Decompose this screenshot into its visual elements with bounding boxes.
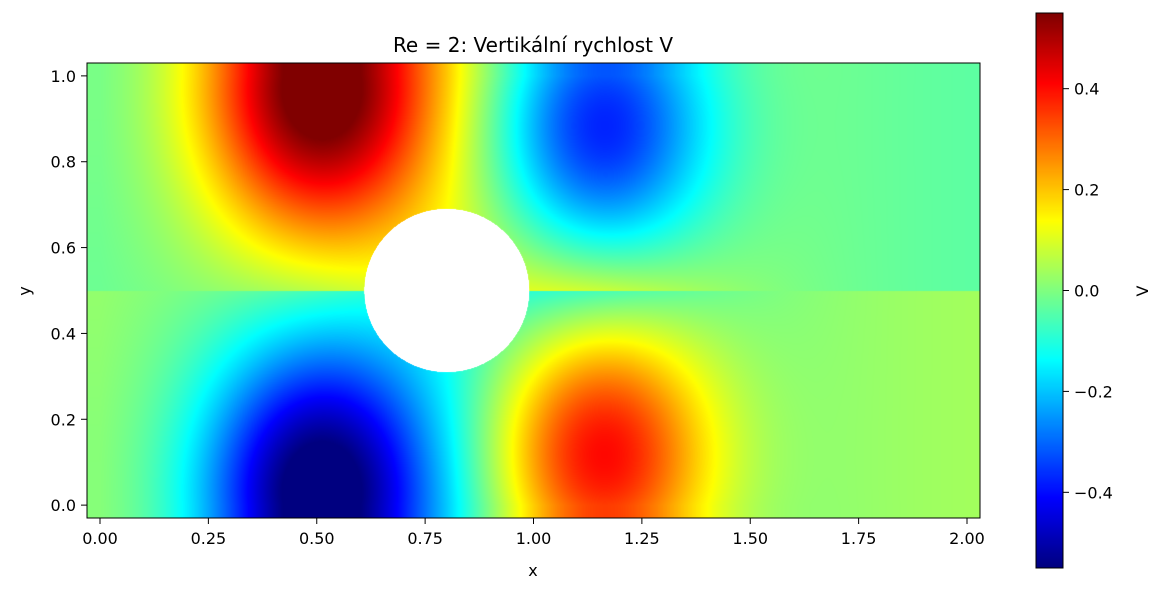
x-tick-label: 1.75 bbox=[841, 529, 877, 548]
x-tick-label: 1.50 bbox=[732, 529, 768, 548]
x-tick-label: 1.25 bbox=[624, 529, 660, 548]
x-tick-label: 0.25 bbox=[191, 529, 227, 548]
y-tick-label: 0.2 bbox=[51, 410, 76, 429]
y-tick-label: 0.8 bbox=[51, 153, 76, 172]
y-axis: 0.0 0.2 0.4 0.6 0.8 1.0 bbox=[51, 67, 87, 515]
x-tick-label: 0.50 bbox=[299, 529, 335, 548]
colorbar-tick-label: −0.4 bbox=[1074, 483, 1113, 502]
colorbar-tick-label: 0.0 bbox=[1074, 282, 1099, 301]
y-tick-label: 0.4 bbox=[51, 324, 76, 343]
x-tick-label: 0.00 bbox=[82, 529, 118, 548]
x-axis-label: x bbox=[528, 561, 537, 580]
y-tick-label: 0.0 bbox=[51, 496, 76, 515]
colorbar-label: V bbox=[1133, 285, 1152, 296]
colorbar-tick-label: 0.2 bbox=[1074, 181, 1099, 200]
x-tick-label: 2.00 bbox=[949, 529, 985, 548]
obstacle-circle bbox=[364, 208, 530, 373]
colorbar-tick-label: −0.2 bbox=[1074, 382, 1113, 401]
colorbar-tick-label: 0.4 bbox=[1074, 80, 1099, 99]
colorbar-gradient bbox=[1036, 13, 1063, 568]
y-tick-label: 1.0 bbox=[51, 67, 76, 86]
colorbar: −0.4 −0.2 0.0 0.2 0.4 bbox=[1035, 12, 1113, 569]
plot-area bbox=[86, 62, 981, 519]
heatmap-image bbox=[87, 63, 980, 518]
y-axis-label: y bbox=[15, 286, 34, 295]
x-tick-label: 1.00 bbox=[516, 529, 552, 548]
x-axis: 0.00 0.25 0.50 0.75 1.00 1.25 1.50 1.75 2.00 bbox=[82, 518, 985, 548]
y-tick-label: 0.6 bbox=[51, 239, 76, 258]
chart-title: Re = 2: Vertikální rychlost V bbox=[393, 33, 673, 57]
x-tick-label: 0.75 bbox=[407, 529, 443, 548]
